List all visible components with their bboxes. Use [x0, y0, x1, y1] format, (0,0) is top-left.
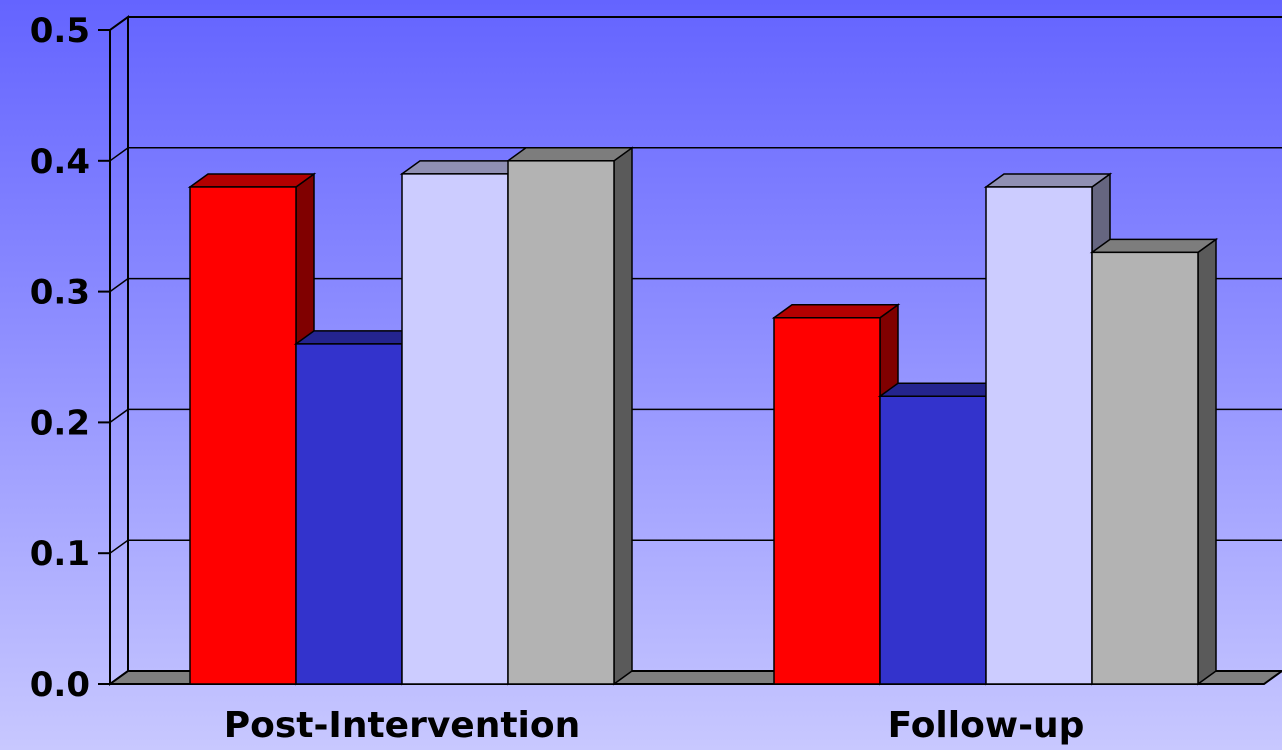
- gridline-side: [109, 147, 129, 162]
- y-tick-label: 0.0: [30, 665, 90, 705]
- gridline-side: [109, 277, 129, 293]
- bar-top-face: [1089, 238, 1219, 254]
- bar-front-face: [189, 186, 297, 685]
- bar-front-face: [879, 395, 987, 685]
- bar-front-face: [773, 317, 881, 685]
- side-wall: [109, 15, 129, 686]
- gridline-side: [109, 16, 129, 31]
- bar-front-face: [507, 160, 615, 685]
- bar-side-face: [613, 146, 633, 686]
- bar-front-face: [985, 186, 1093, 685]
- bar: [505, 146, 635, 686]
- y-tick-label: 0.3: [30, 273, 90, 313]
- bar-front-face: [295, 343, 403, 685]
- bar-front-face: [1091, 251, 1199, 685]
- bar-top-face: [983, 173, 1113, 188]
- bar: [1089, 237, 1219, 686]
- bar-side-face: [1197, 237, 1217, 686]
- gridline-side: [109, 539, 129, 554]
- bar-front-face: [401, 173, 509, 685]
- y-tick-label: 0.2: [30, 403, 90, 443]
- y-tick-label: 0.1: [30, 534, 90, 574]
- y-axis-tick-labels: 0.0 0.1 0.2 0.3 0.4 0.5: [30, 11, 90, 705]
- chart-bars: [187, 146, 1219, 686]
- bar-top-face: [771, 304, 901, 319]
- x-category-label: Follow-up: [888, 705, 1085, 746]
- x-axis-category-labels: Post-Intervention Follow-up: [224, 705, 1085, 746]
- gridline-side: [109, 408, 129, 424]
- bar-top-face: [187, 173, 317, 188]
- y-tick-label: 0.4: [30, 142, 90, 182]
- bar-top-face: [505, 147, 635, 162]
- y-tick-label: 0.5: [30, 11, 90, 51]
- x-category-label: Post-Intervention: [224, 705, 581, 746]
